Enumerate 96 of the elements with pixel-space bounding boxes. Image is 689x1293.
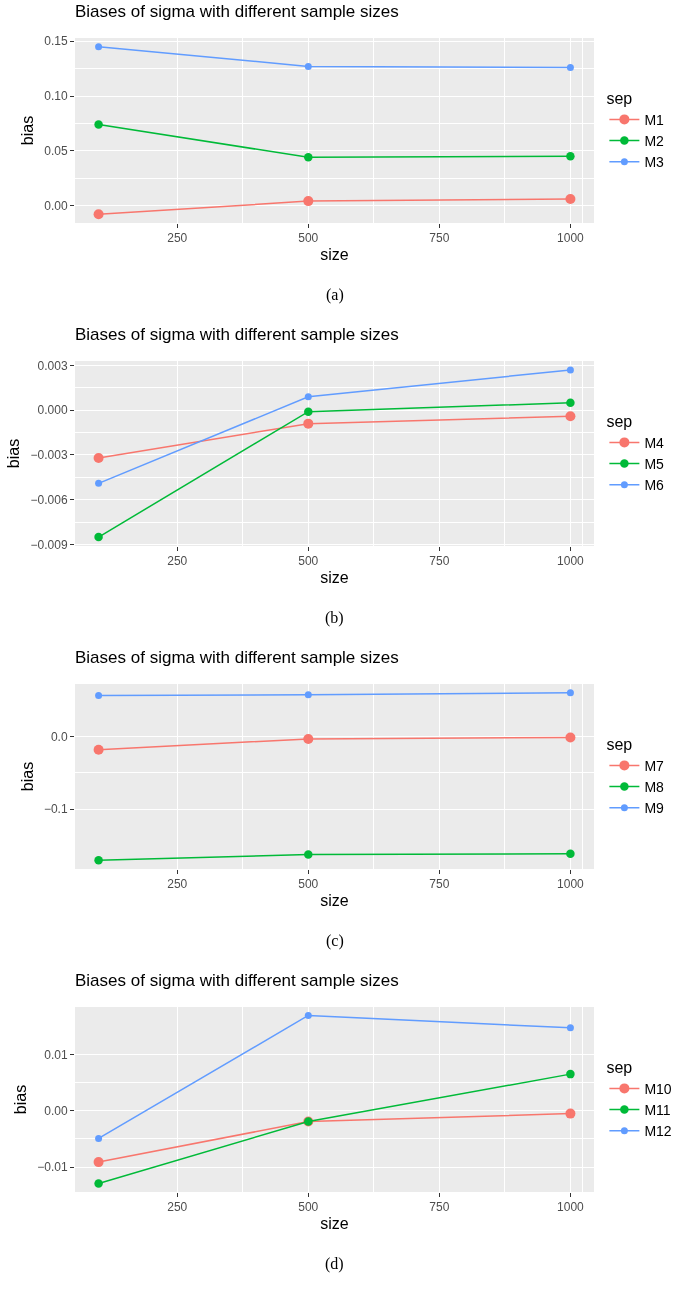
y-axis-title: bias — [12, 1084, 30, 1115]
point — [303, 418, 314, 429]
point — [94, 1179, 103, 1188]
y-tick-label: −0.006 — [30, 492, 68, 507]
text: (b) — [325, 609, 344, 627]
x-tick-label: 250 — [167, 231, 188, 246]
legend-title: sep — [606, 1058, 633, 1076]
x-tick-label: 250 — [167, 554, 188, 569]
point — [94, 856, 103, 865]
legend-label: M2 — [644, 133, 665, 150]
point — [93, 452, 104, 463]
point — [304, 393, 312, 401]
legend-label: M11 — [644, 1102, 671, 1119]
legend-label: M6 — [644, 477, 665, 494]
x-axis-title: size — [320, 569, 349, 587]
point — [95, 43, 103, 51]
point — [94, 120, 103, 129]
point — [95, 479, 103, 487]
legend-label: M10 — [644, 1080, 672, 1097]
y-tick-label: 0.00 — [44, 1103, 68, 1118]
x-axis-title: size — [320, 892, 349, 910]
y-tick-label: 0.003 — [37, 358, 68, 373]
point — [566, 1024, 574, 1032]
point — [303, 196, 314, 207]
y-tick-label: −0.01 — [37, 1160, 68, 1175]
text: (d) — [325, 1255, 344, 1273]
legend-title: sep — [606, 735, 633, 753]
y-axis-title: bias — [5, 438, 23, 469]
x-tick-label: 500 — [298, 231, 319, 246]
point — [304, 691, 312, 699]
text: (c) — [326, 932, 344, 950]
legend-label: M5 — [644, 456, 665, 473]
point — [566, 151, 575, 161]
point — [95, 692, 103, 700]
point — [566, 689, 574, 697]
y-axis-title: bias — [19, 115, 37, 146]
point — [93, 744, 104, 755]
x-tick-label: 750 — [429, 877, 450, 892]
x-tick-label: 500 — [298, 877, 319, 892]
point — [566, 398, 575, 408]
legend-label: M4 — [644, 434, 665, 451]
x-tick-label: 1000 — [557, 554, 585, 569]
legend-title: sep — [606, 89, 633, 107]
point — [304, 407, 313, 416]
point — [566, 849, 575, 859]
legend-label: M1 — [644, 111, 665, 128]
y-tick-label: 0.01 — [44, 1047, 68, 1062]
x-tick-label: 750 — [429, 231, 450, 246]
y-axis-title: bias — [18, 761, 36, 792]
y-tick-label: 0.000 — [37, 403, 68, 418]
legend-label: M3 — [644, 154, 665, 171]
point — [303, 733, 314, 744]
x-tick-label: 750 — [429, 1200, 450, 1215]
point — [93, 1157, 104, 1168]
y-tick-label: −0.003 — [30, 448, 68, 463]
point — [565, 1108, 576, 1119]
x-tick-label: 1000 — [557, 231, 585, 246]
chart-title: Biases of sigma with different sample sizes — [75, 1, 399, 21]
y-tick-label: 0.0 — [50, 729, 68, 744]
x-tick-label: 1000 — [557, 1200, 585, 1215]
legend-label: M8 — [644, 779, 665, 796]
x-tick-label: 500 — [298, 1200, 319, 1215]
y-tick-label: 0.00 — [44, 198, 68, 213]
point — [304, 850, 313, 859]
x-tick-label: 1000 — [557, 877, 585, 892]
point — [304, 153, 313, 162]
point — [565, 732, 576, 743]
x-tick-label: 250 — [167, 877, 188, 892]
point — [93, 209, 104, 220]
point — [565, 411, 576, 422]
x-tick-label: 500 — [298, 554, 319, 569]
point — [304, 1011, 312, 1019]
y-tick-label: 0.10 — [44, 89, 68, 104]
point — [565, 193, 576, 204]
y-tick-label: −0.009 — [30, 537, 68, 552]
point — [566, 1069, 575, 1079]
y-tick-label: 0.15 — [44, 34, 68, 49]
legend-label: M12 — [644, 1123, 672, 1140]
legend-label: M9 — [644, 800, 665, 817]
point — [566, 64, 574, 72]
legend-label: M7 — [644, 757, 665, 774]
x-axis-title: size — [320, 1215, 349, 1233]
point — [94, 532, 103, 542]
chart-title: Biases of sigma with different sample sizes — [75, 647, 399, 667]
point — [566, 366, 574, 374]
y-tick-label: −0.1 — [43, 802, 68, 817]
legend-title: sep — [606, 412, 633, 430]
x-tick-label: 750 — [429, 554, 450, 569]
y-tick-label: 0.05 — [44, 143, 68, 158]
x-tick-label: 250 — [167, 1200, 188, 1215]
chart-title: Biases of sigma with different sample sizes — [75, 970, 399, 990]
text: (a) — [326, 286, 344, 304]
point — [95, 1134, 103, 1142]
x-axis-title: size — [320, 246, 349, 264]
chart-title: Biases of sigma with different sample sizes — [75, 324, 399, 344]
point — [304, 62, 312, 70]
